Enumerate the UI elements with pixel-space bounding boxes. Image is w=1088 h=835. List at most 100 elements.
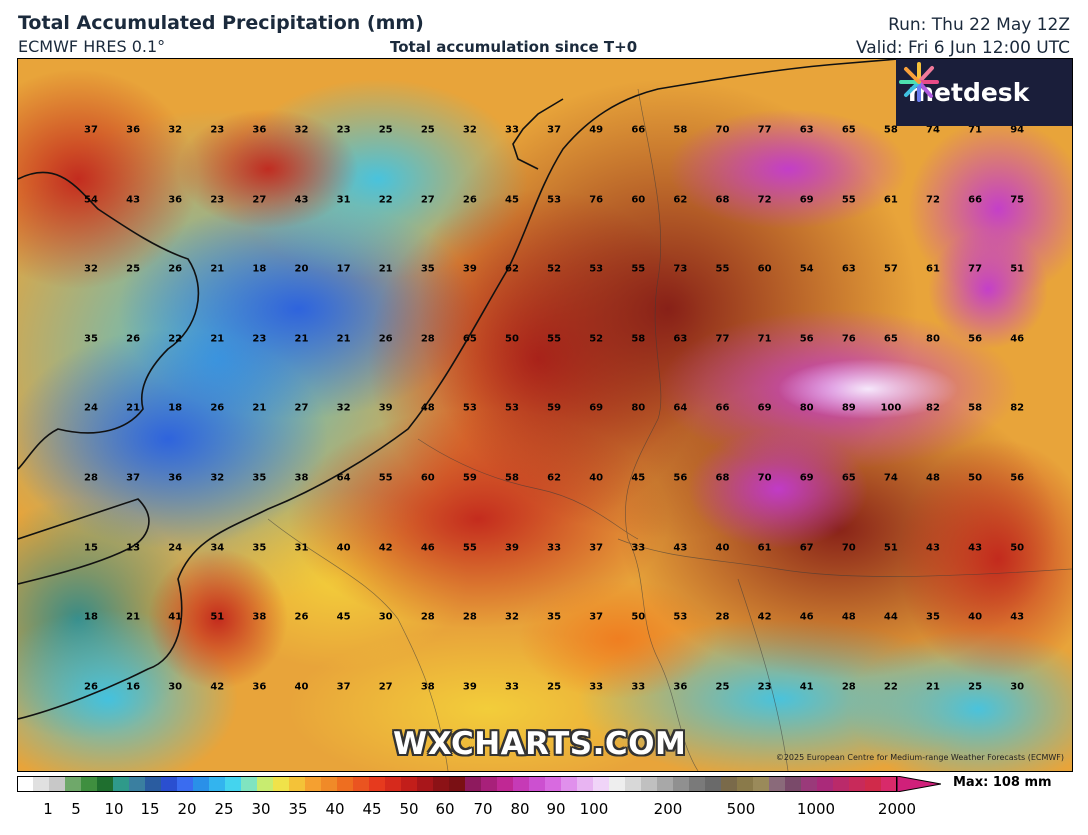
grid-value: 30: [1010, 681, 1025, 693]
grid-value: 50: [631, 611, 646, 623]
watermark: WXCHARTS.COM: [393, 726, 687, 762]
grid-value: 55: [462, 542, 477, 554]
grid-value: 25: [715, 681, 730, 693]
grid-value: 46: [420, 542, 435, 554]
grid-value: 53: [462, 402, 477, 414]
colorbar-cell: [417, 776, 434, 792]
grid-value: 54: [799, 263, 814, 275]
grid-value: 21: [926, 681, 940, 693]
grid-value: 43: [126, 194, 141, 206]
grid-value: 63: [799, 124, 814, 136]
grid-value: 45: [336, 611, 351, 623]
grid-value: 43: [1010, 611, 1025, 623]
grid-value: 36: [252, 681, 267, 693]
grid-value: 65: [883, 333, 898, 345]
colorbar-cell: [817, 776, 834, 792]
grid-value: 38: [252, 611, 267, 623]
grid-value: 59: [462, 472, 477, 484]
grid-value: 37: [547, 124, 562, 136]
grid-value: 27: [252, 194, 267, 206]
grid-value: 33: [547, 542, 562, 554]
colorbar-cell: [721, 776, 738, 792]
grid-value: 43: [673, 542, 688, 554]
grid-value: 64: [336, 472, 351, 484]
colorbar-cell: [609, 776, 626, 792]
colorbar-cell: [801, 776, 818, 792]
grid-value: 58: [968, 402, 983, 414]
grid-value: 77: [757, 124, 772, 136]
grid-value: 55: [378, 472, 393, 484]
grid-value: 58: [883, 124, 898, 136]
grid-value: 35: [252, 542, 267, 554]
metdesk-logo: metdesk: [896, 59, 1072, 126]
grid-value: 42: [757, 611, 772, 623]
grid-value: 28: [715, 611, 730, 623]
grid-value: 69: [799, 472, 814, 484]
grid-value: 24: [84, 402, 98, 414]
grid-value: 53: [547, 194, 562, 206]
grid-value: 25: [547, 681, 562, 693]
grid-value: 21: [126, 402, 141, 414]
grid-value: 39: [462, 263, 477, 275]
grid-value: 33: [631, 542, 646, 554]
grid-value: 39: [462, 681, 477, 693]
colorbar-tick-label: 1000: [796, 800, 836, 818]
grid-value: 30: [378, 611, 393, 623]
grid-value: 33: [631, 681, 646, 693]
grid-value: 36: [168, 472, 183, 484]
grid-value: 62: [547, 472, 562, 484]
grid-value: 46: [799, 611, 814, 623]
grid-value: 23: [210, 194, 225, 206]
grid-value: 38: [294, 472, 309, 484]
colorbar-cell: [321, 776, 338, 792]
grid-value: 37: [84, 124, 98, 136]
precipitation-map: 37 36 32 23 36 32 23 25 25 32 33 37 49 66 58 70 77 63 65 58…: [17, 58, 1073, 772]
border-lines: [267, 88, 1072, 771]
grid-value: 68: [715, 194, 730, 206]
grid-value: 62: [673, 194, 688, 206]
grid-value: 48: [841, 611, 856, 623]
colorbar-cell: [737, 776, 754, 792]
colorbar-cell: [641, 776, 658, 792]
colorbar-tick-label: 40: [325, 800, 345, 818]
colorbar-cell: [753, 776, 770, 792]
colorbar-frame: [17, 776, 897, 792]
grid-value: 41: [799, 681, 814, 693]
colorbar-cell: [577, 776, 594, 792]
grid-value: 56: [968, 333, 983, 345]
grid-value: 16: [126, 681, 141, 693]
grid-value: 18: [252, 263, 267, 275]
grid-value: 41: [168, 611, 183, 623]
grid-value: 25: [126, 263, 141, 275]
colorbar-cell: [193, 776, 210, 792]
colorbar-tick-label: 500: [726, 800, 756, 818]
colorbar-cell: [401, 776, 418, 792]
colorbar-cell: [513, 776, 530, 792]
grid-value: 56: [1010, 472, 1025, 484]
grid-value: 58: [631, 333, 646, 345]
grid-value: 26: [378, 333, 393, 345]
grid-value: 35: [420, 263, 435, 275]
grid-value: 58: [673, 124, 688, 136]
grid-value: 40: [336, 542, 351, 554]
grid-value: 39: [505, 542, 519, 554]
grid-value: 26: [84, 681, 98, 693]
colorbar-cell: [433, 776, 450, 792]
metdesk-burst-icon: [899, 62, 939, 102]
grid-value: 56: [673, 472, 688, 484]
grid-value: 72: [757, 194, 772, 206]
grid-value: 69: [799, 194, 814, 206]
grid-value: 22: [883, 681, 898, 693]
colorbar-cell: [529, 776, 546, 792]
grid-value: 62: [505, 263, 519, 275]
grid-value: 55: [547, 333, 562, 345]
grid-value: 18: [84, 611, 98, 623]
colorbar-cell: [241, 776, 258, 792]
grid-value: 40: [294, 681, 309, 693]
grid-value: 27: [294, 402, 309, 414]
grid-value: 80: [631, 402, 646, 414]
grid-value: 77: [715, 333, 730, 345]
grid-value: 70: [715, 124, 730, 136]
grid-value: 60: [420, 472, 435, 484]
grid-value: 46: [1010, 333, 1025, 345]
